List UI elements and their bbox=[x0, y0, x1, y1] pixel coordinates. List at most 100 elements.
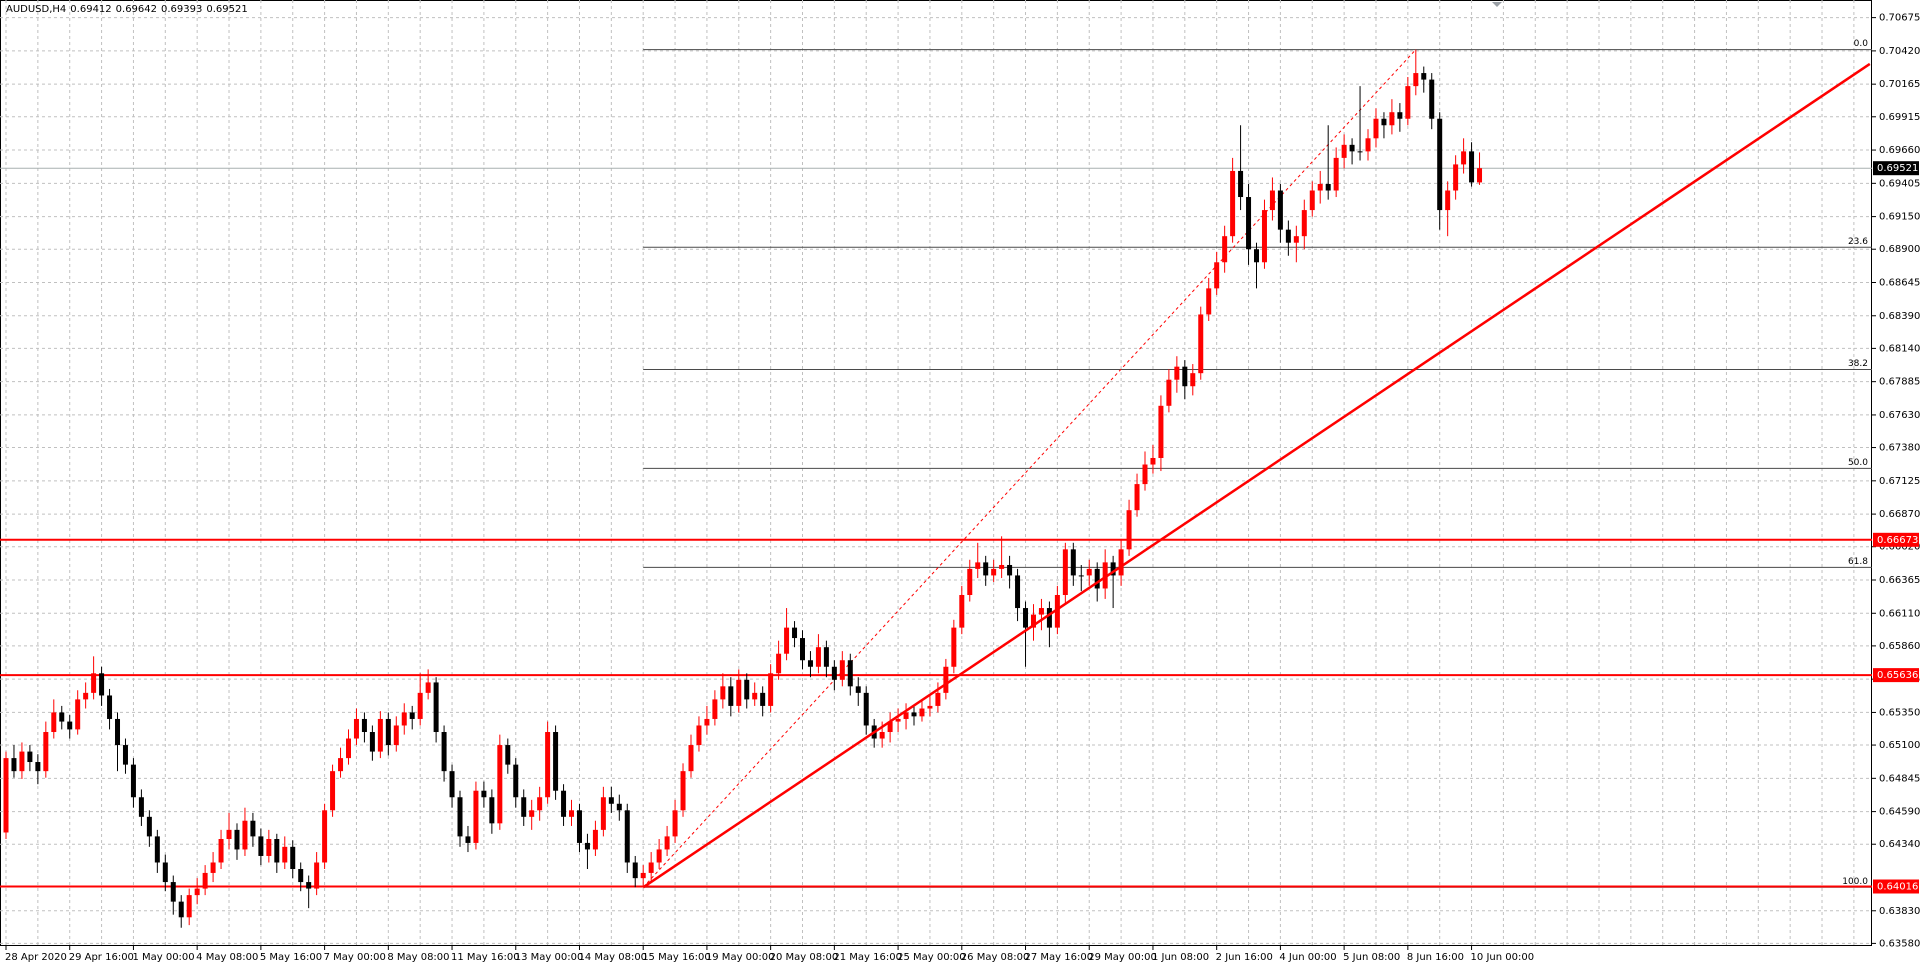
candle-body bbox=[935, 692, 941, 706]
candle-body bbox=[1421, 73, 1427, 80]
fib-label: 50.0 bbox=[1848, 458, 1868, 468]
candle-body bbox=[768, 673, 774, 706]
y-tick-label: 0.69405 bbox=[1879, 178, 1920, 189]
candle-body bbox=[1182, 366, 1188, 387]
last-close: 0.69521 bbox=[206, 4, 248, 15]
candle-body bbox=[927, 705, 933, 709]
candle-body bbox=[266, 839, 272, 856]
candle-body bbox=[83, 692, 89, 700]
candle-body bbox=[497, 745, 503, 824]
candle-body bbox=[1381, 118, 1387, 126]
y-tick-label: 0.66365 bbox=[1879, 575, 1920, 586]
candle-body bbox=[1477, 168, 1483, 183]
candle-body bbox=[616, 803, 622, 811]
candle-body bbox=[903, 712, 909, 719]
x-tick-label: 5 Jun 08:00 bbox=[1343, 952, 1400, 963]
candle-body bbox=[138, 797, 144, 817]
x-tick-label: 8 May 08:00 bbox=[387, 952, 449, 963]
x-tick-label: 21 May 16:00 bbox=[833, 952, 902, 963]
candle-body bbox=[704, 718, 710, 726]
candle-body bbox=[1238, 170, 1244, 198]
scroll-marker[interactable] bbox=[1492, 2, 1502, 7]
candle-body bbox=[999, 564, 1005, 569]
candle-body bbox=[1357, 151, 1363, 153]
candle-body bbox=[330, 771, 336, 811]
candle-body bbox=[226, 829, 232, 840]
y-tick-label: 0.65100 bbox=[1879, 740, 1920, 751]
candle-body bbox=[1461, 151, 1467, 165]
x-tick-label: 19 May 00:00 bbox=[706, 952, 775, 963]
x-tick-label: 4 Jun 00:00 bbox=[1279, 952, 1336, 963]
candle-body bbox=[1437, 118, 1443, 211]
candle-body bbox=[712, 699, 718, 719]
candle-body bbox=[991, 568, 997, 576]
candle-body bbox=[1285, 229, 1291, 243]
candle-body bbox=[815, 647, 821, 667]
candle-body bbox=[608, 797, 614, 804]
candle-body bbox=[1023, 608, 1029, 628]
price-label: 0.66673 bbox=[1877, 535, 1918, 546]
candle-body bbox=[218, 839, 224, 863]
candle-body bbox=[282, 846, 288, 863]
candle-body bbox=[1261, 210, 1267, 263]
candle-body bbox=[696, 725, 702, 746]
candle-body bbox=[680, 771, 686, 811]
candle-body bbox=[489, 797, 495, 824]
candle-body bbox=[345, 738, 351, 759]
candle-body bbox=[274, 839, 280, 863]
candle-body bbox=[322, 810, 328, 863]
candle-body bbox=[521, 797, 527, 817]
candle-body bbox=[688, 745, 694, 772]
candle-body bbox=[1007, 564, 1013, 576]
candle-body bbox=[1277, 190, 1283, 230]
candle-body bbox=[1150, 457, 1156, 465]
candle-body bbox=[545, 732, 551, 798]
candle-body bbox=[879, 732, 885, 739]
x-tick-label: 29 May 00:00 bbox=[1088, 952, 1157, 963]
candle-body bbox=[401, 712, 407, 726]
price-label-box bbox=[1873, 879, 1919, 894]
candle-body bbox=[481, 790, 487, 798]
x-tick-label: 15 May 16:00 bbox=[642, 952, 711, 963]
candle-body bbox=[393, 725, 399, 746]
candle-body bbox=[385, 718, 391, 746]
trendline bbox=[642, 62, 1871, 889]
candle-body bbox=[792, 627, 798, 639]
candle-body bbox=[1062, 549, 1068, 596]
candle-body bbox=[1429, 79, 1435, 119]
candle-body bbox=[1174, 366, 1180, 380]
candle-body bbox=[1341, 144, 1347, 158]
candle-body bbox=[1134, 484, 1140, 511]
candle-body bbox=[776, 653, 782, 674]
candle-body bbox=[576, 810, 582, 843]
candle-body bbox=[1325, 183, 1331, 191]
candle-body bbox=[122, 745, 128, 765]
candle-body bbox=[178, 901, 184, 918]
x-tick-label: 5 May 16:00 bbox=[260, 952, 322, 963]
candle-body bbox=[1301, 210, 1307, 237]
candle-body bbox=[736, 679, 742, 706]
candle-body bbox=[513, 764, 519, 798]
candle-body bbox=[27, 751, 33, 763]
candle-body bbox=[1469, 151, 1475, 183]
x-tick-label: 29 Apr 16:00 bbox=[69, 952, 134, 963]
candle-body bbox=[728, 686, 734, 706]
candle-body bbox=[298, 869, 304, 883]
candle-body bbox=[250, 820, 256, 837]
candle-body bbox=[1333, 157, 1339, 191]
candle-body bbox=[1046, 608, 1052, 628]
last-high: 0.69642 bbox=[115, 4, 158, 15]
y-tick-label: 0.68390 bbox=[1879, 311, 1920, 322]
candle-body bbox=[1365, 138, 1371, 152]
candle-body bbox=[1269, 190, 1275, 211]
y-tick-label: 0.69915 bbox=[1879, 112, 1920, 123]
candle-body bbox=[672, 810, 678, 837]
y-tick-label: 0.68900 bbox=[1879, 244, 1920, 255]
candle-body bbox=[1293, 236, 1299, 243]
y-tick-label: 0.66110 bbox=[1879, 608, 1920, 619]
bid-label-box bbox=[1873, 161, 1919, 176]
x-tick-label: 25 May 00:00 bbox=[897, 952, 966, 963]
candle-body bbox=[752, 692, 758, 700]
